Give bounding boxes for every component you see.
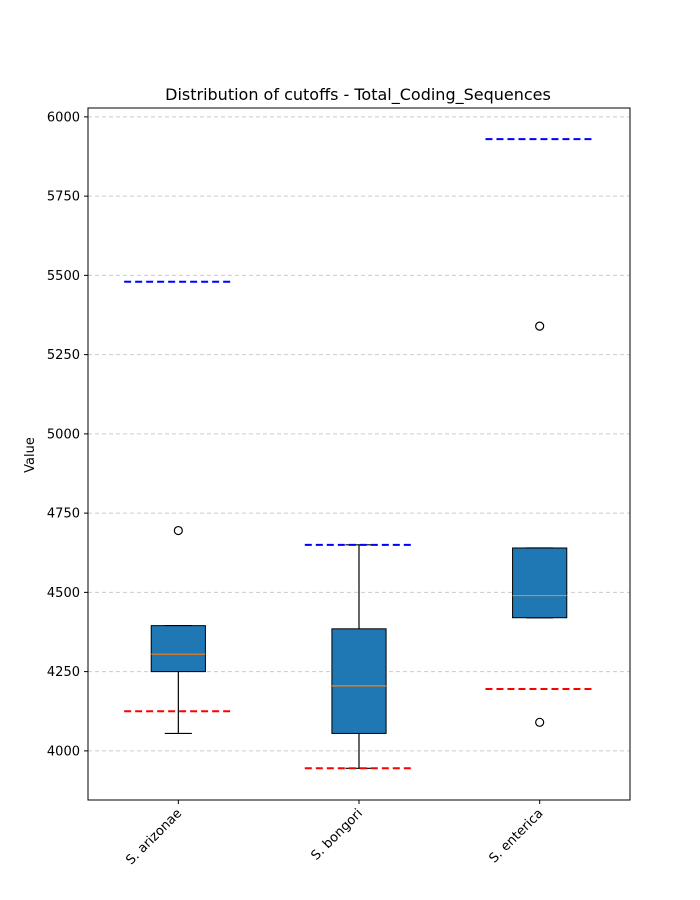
plot-area [124,138,594,770]
y-axis-label: Value [23,437,38,473]
outlier-point [535,717,545,727]
y-tick-label: 4250 [47,665,80,680]
box-group [304,543,414,770]
x-axis-ticks: S. arizonae S. bongori S. enterica [123,800,546,868]
y-tick-label: 4500 [47,586,80,601]
y-axis-ticks: 4000 4250 4500 4750 5000 5250 5500 5750 6000 [47,110,88,759]
box-group [485,138,594,727]
y-tick-label: 4750 [47,507,80,522]
outlier-point [173,525,183,536]
y-tick-label: 6000 [47,110,80,125]
box [331,628,387,734]
y-tick-label: 5250 [47,348,80,363]
y-tick-label: 4000 [47,744,80,759]
y-tick-label: 5750 [47,190,80,205]
x-tick-label: S. enterica [486,806,546,866]
box [150,625,206,673]
outlier-point [535,321,545,331]
x-tick-label: S. arizonae [123,806,185,868]
chart-title: Distribution of cutoffs - Total_Coding_S… [165,85,551,105]
x-tick-label: S. bongori [308,806,365,863]
box-group [124,280,233,735]
box [512,547,568,619]
y-tick-label: 5000 [47,427,80,442]
y-tick-label: 5500 [47,269,80,284]
